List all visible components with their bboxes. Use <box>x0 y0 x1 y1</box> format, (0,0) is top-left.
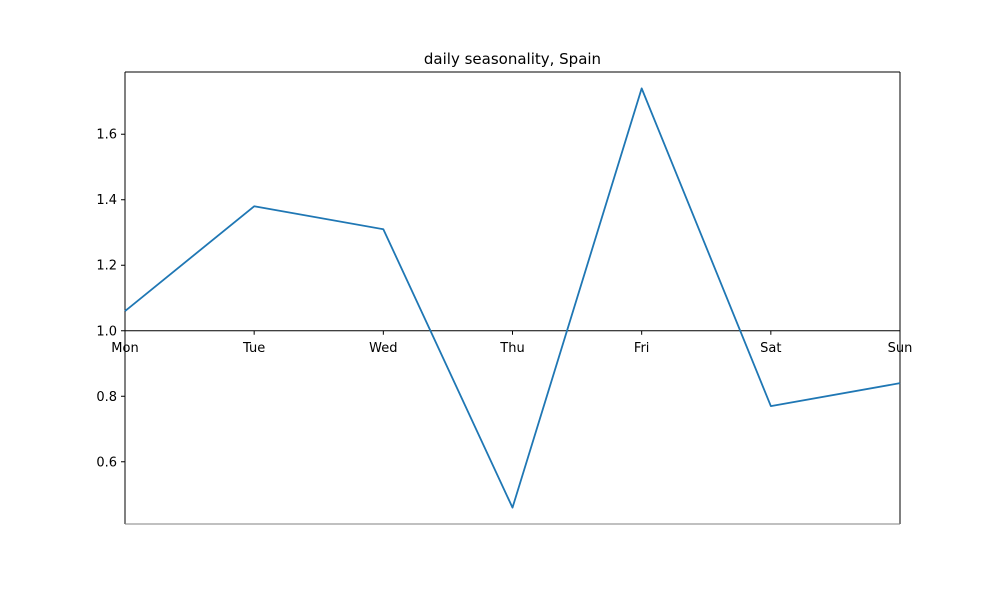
chart-title: daily seasonality, Spain <box>424 50 601 68</box>
series-line <box>124 87 901 509</box>
y-tick-label: 0.6 <box>96 455 117 470</box>
y-tick-label: 0.8 <box>96 390 117 405</box>
x-tick-label: Fri <box>634 341 650 356</box>
x-tick-label: Tue <box>242 341 265 356</box>
plot-area: 0.6 0.8 1.0 1.2 1.4 1.6 Mon Tue Wed Thu Fri Sat Sun <box>96 71 913 525</box>
x-tick-label: Sat <box>760 341 781 356</box>
y-tick-label: 1.0 <box>96 324 117 339</box>
x-tick-label: Mon <box>111 341 138 356</box>
x-tick-label: Wed <box>369 341 397 356</box>
x-tick-label: Sun <box>888 341 913 356</box>
y-tick-label: 1.6 <box>96 128 117 143</box>
y-tick-label: 1.2 <box>96 259 117 274</box>
x-tick-label: Thu <box>499 341 524 356</box>
y-tick-label: 1.4 <box>96 193 117 208</box>
